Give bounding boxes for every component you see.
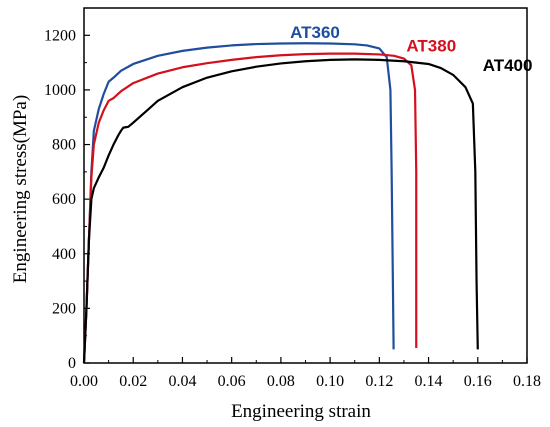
x-tick-label: 0.10 xyxy=(316,373,344,390)
series-label-at380: AT380 xyxy=(406,37,456,56)
y-tick-label: 1000 xyxy=(44,82,76,99)
y-tick-label: 600 xyxy=(52,191,76,208)
axes-layer: 0.00 0.02 0.04 0.06 0.08 0.10 0.12 0.14 0.16 0.18… xyxy=(44,7,541,390)
x-tick-label: 0.08 xyxy=(267,373,295,390)
y-tick-label: 800 xyxy=(52,137,76,154)
x-tick-label: 0.12 xyxy=(365,373,393,390)
x-tick-label: 0.06 xyxy=(218,373,246,390)
y-tick-label: 1200 xyxy=(44,27,76,44)
series-line-at360 xyxy=(82,42,395,364)
y-tick-label: 200 xyxy=(52,300,76,317)
x-tick-label: 0.18 xyxy=(513,373,541,390)
x-axis-title: Engineering strain xyxy=(231,401,371,422)
x-tick-label: 0.04 xyxy=(168,373,196,390)
y-tick-label: 400 xyxy=(52,246,76,263)
y-tick-label: 0 xyxy=(68,355,76,372)
x-tick-label: 0.14 xyxy=(415,373,443,390)
x-tick-label: 0.16 xyxy=(464,373,492,390)
labels-layer: AT360 AT380 AT400 xyxy=(290,23,532,75)
series-label-at400: AT400 xyxy=(483,56,533,75)
series-line-at400 xyxy=(82,58,479,364)
y-axis-title: Engineering stress(MPa) xyxy=(10,95,31,283)
x-tick-label: 0.02 xyxy=(119,373,147,390)
x-tick-label: 0.00 xyxy=(70,373,98,390)
series-label-at360: AT360 xyxy=(290,23,340,42)
series-line-at380 xyxy=(82,52,418,364)
series-layer xyxy=(82,42,479,364)
